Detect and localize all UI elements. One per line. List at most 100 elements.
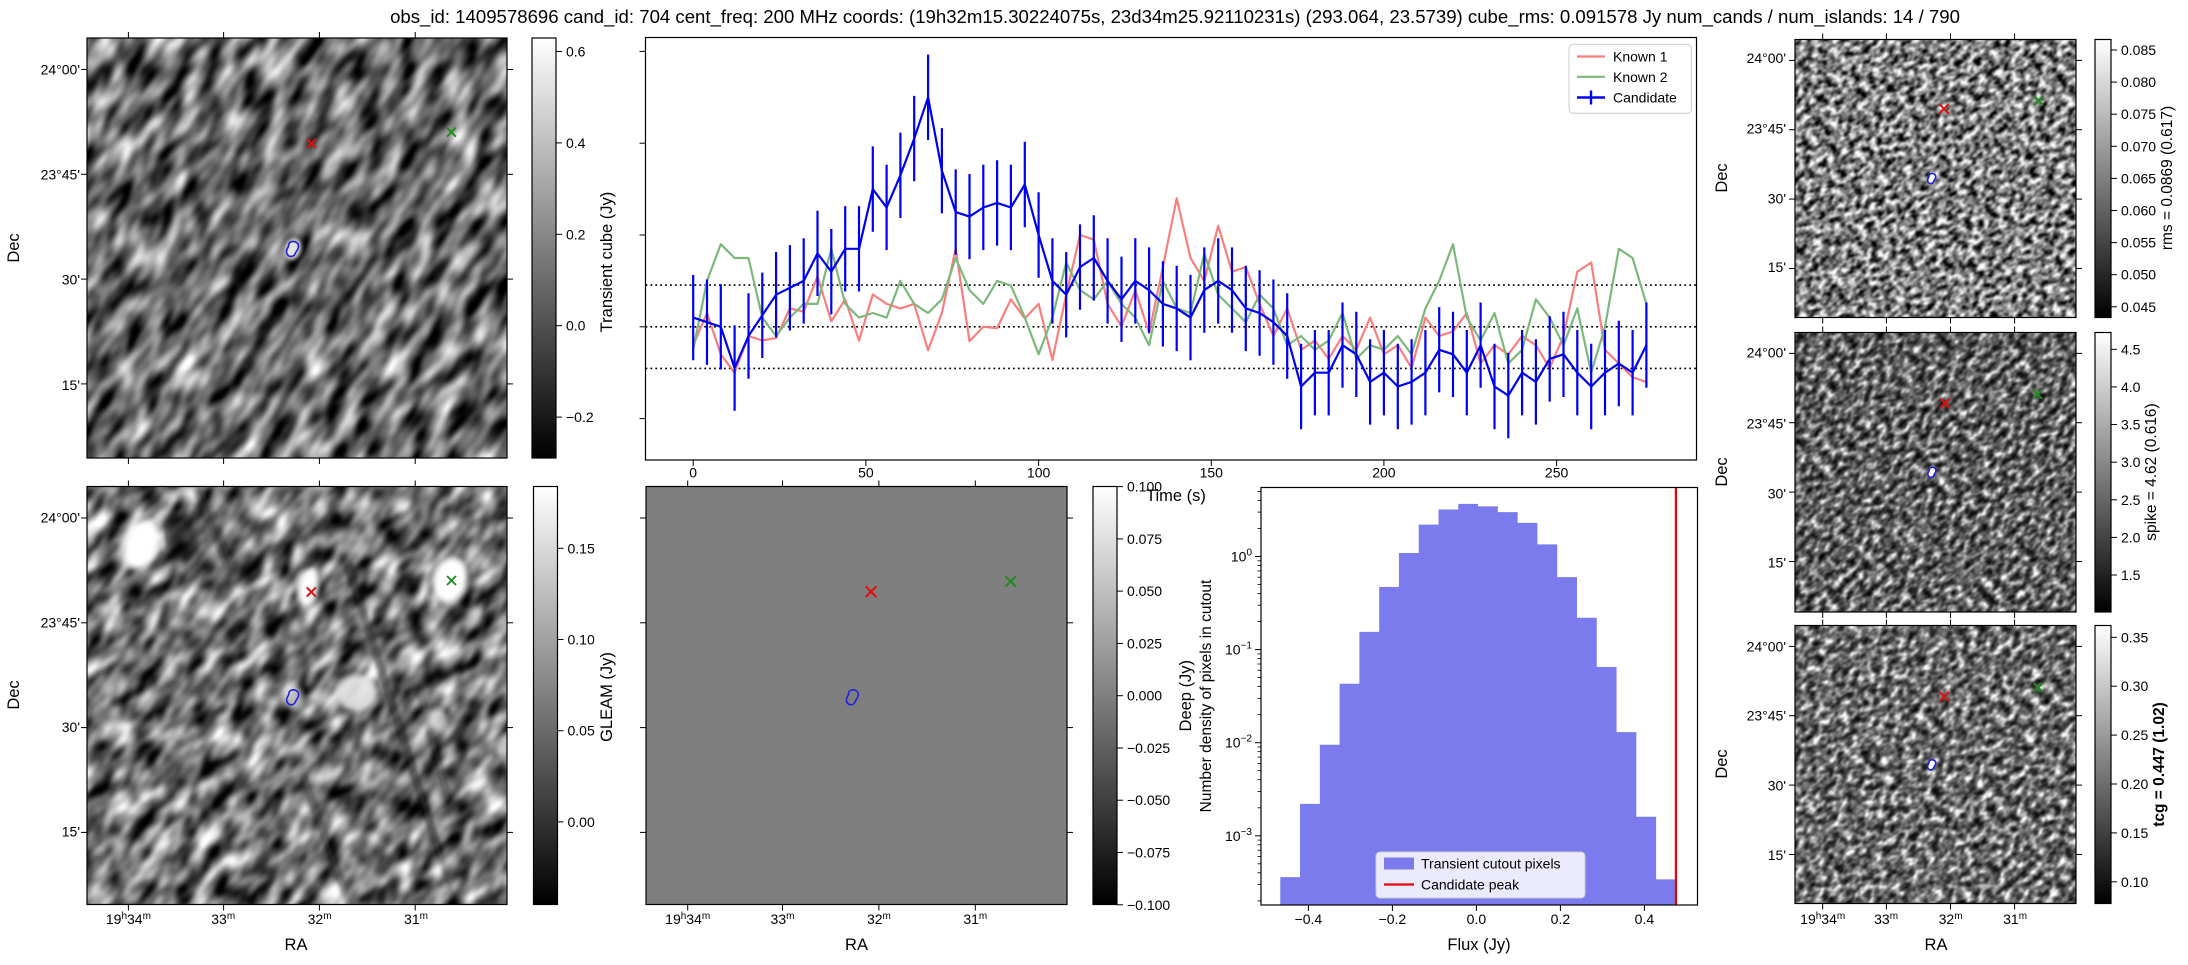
svg-text:23°45': 23°45' bbox=[41, 615, 80, 631]
svg-text:RA: RA bbox=[1925, 936, 1948, 954]
svg-text:0.00: 0.00 bbox=[568, 814, 595, 830]
svg-text:Deep (Jy): Deep (Jy) bbox=[1177, 660, 1195, 732]
svg-text:obs_id: 1409578696 cand_id: 70: obs_id: 1409578696 cand_id: 704 cent_fre… bbox=[390, 6, 1960, 28]
svg-text:10−3: 10−3 bbox=[1225, 827, 1252, 844]
svg-text:4.5: 4.5 bbox=[2121, 341, 2141, 357]
svg-text:0.10: 0.10 bbox=[568, 632, 595, 648]
svg-text:0.30: 0.30 bbox=[2121, 678, 2148, 694]
svg-text:0.25: 0.25 bbox=[2121, 727, 2148, 743]
svg-text:RA: RA bbox=[845, 936, 868, 954]
svg-text:31m: 31m bbox=[963, 911, 987, 927]
svg-text:24°00': 24°00' bbox=[41, 62, 80, 78]
svg-text:31m: 31m bbox=[404, 911, 428, 927]
svg-text:100: 100 bbox=[1231, 548, 1253, 565]
svg-text:Candidate peak: Candidate peak bbox=[1421, 877, 1520, 893]
svg-text:0.045: 0.045 bbox=[2121, 299, 2156, 315]
svg-text:32m: 32m bbox=[867, 911, 891, 927]
svg-text:15': 15' bbox=[1768, 555, 1786, 571]
svg-text:10−2: 10−2 bbox=[1225, 734, 1252, 751]
svg-text:4.0: 4.0 bbox=[2121, 379, 2141, 395]
svg-text:0.050: 0.050 bbox=[2121, 267, 2156, 283]
svg-text:Dec: Dec bbox=[1713, 457, 1731, 486]
svg-text:RA: RA bbox=[285, 936, 308, 954]
svg-text:15': 15' bbox=[62, 824, 80, 840]
svg-text:0.070: 0.070 bbox=[2121, 138, 2156, 154]
svg-text:0.15: 0.15 bbox=[2121, 825, 2148, 841]
svg-text:GLEAM (Jy): GLEAM (Jy) bbox=[598, 652, 616, 742]
svg-text:Known 2: Known 2 bbox=[1613, 69, 1668, 85]
svg-text:31m: 31m bbox=[2003, 911, 2027, 927]
svg-text:0.060: 0.060 bbox=[2121, 203, 2156, 219]
svg-text:15': 15' bbox=[1768, 847, 1786, 863]
svg-text:0.2: 0.2 bbox=[1551, 911, 1571, 927]
svg-text:−0.025: −0.025 bbox=[1127, 740, 1170, 756]
svg-text:−0.2: −0.2 bbox=[1379, 911, 1407, 927]
svg-text:spike = 4.62 (0.616): spike = 4.62 (0.616) bbox=[2143, 403, 2160, 540]
svg-text:0.05: 0.05 bbox=[568, 723, 595, 739]
svg-text:2.0: 2.0 bbox=[2121, 529, 2141, 545]
svg-text:15': 15' bbox=[62, 377, 80, 393]
svg-text:Flux (Jy): Flux (Jy) bbox=[1447, 936, 1510, 954]
svg-text:−0.2: −0.2 bbox=[566, 409, 594, 425]
svg-text:19h34m: 19h34m bbox=[1800, 911, 1845, 927]
svg-text:33m: 33m bbox=[211, 911, 235, 927]
svg-text:30': 30' bbox=[1768, 485, 1786, 501]
svg-text:Number density of pixels in cu: Number density of pixels in cutout bbox=[1198, 579, 1215, 812]
svg-text:0.2: 0.2 bbox=[566, 226, 586, 242]
svg-text:0.0: 0.0 bbox=[566, 318, 586, 334]
svg-text:150: 150 bbox=[1200, 465, 1224, 481]
svg-text:24°00': 24°00' bbox=[1747, 50, 1786, 66]
svg-text:0.075: 0.075 bbox=[2121, 106, 2156, 122]
svg-text:32m: 32m bbox=[308, 911, 332, 927]
svg-text:3.0: 3.0 bbox=[2121, 454, 2141, 470]
svg-text:0.0: 0.0 bbox=[1467, 911, 1487, 927]
svg-text:24°00': 24°00' bbox=[1747, 638, 1786, 654]
svg-text:250: 250 bbox=[1545, 465, 1569, 481]
svg-text:Dec: Dec bbox=[1713, 163, 1731, 192]
svg-text:33m: 33m bbox=[771, 911, 795, 927]
svg-text:Dec: Dec bbox=[5, 680, 23, 709]
svg-text:−0.050: −0.050 bbox=[1127, 792, 1170, 808]
svg-text:Known 1: Known 1 bbox=[1613, 49, 1668, 65]
svg-text:30': 30' bbox=[1768, 191, 1786, 207]
svg-text:0.025: 0.025 bbox=[1127, 635, 1162, 651]
svg-text:23°45': 23°45' bbox=[1747, 415, 1786, 431]
svg-text:32m: 32m bbox=[1939, 911, 1963, 927]
svg-text:Dec: Dec bbox=[5, 233, 23, 262]
svg-text:15': 15' bbox=[1768, 259, 1786, 275]
svg-text:0.6: 0.6 bbox=[566, 44, 586, 60]
svg-text:Time (s): Time (s) bbox=[1146, 487, 1206, 505]
svg-text:0.080: 0.080 bbox=[2121, 74, 2156, 90]
svg-text:10−1: 10−1 bbox=[1225, 641, 1252, 658]
svg-text:24°00': 24°00' bbox=[41, 510, 80, 526]
svg-text:200: 200 bbox=[1372, 465, 1396, 481]
svg-text:0.055: 0.055 bbox=[2121, 235, 2156, 251]
svg-text:19h34m: 19h34m bbox=[665, 911, 710, 927]
svg-text:0.10: 0.10 bbox=[2121, 874, 2148, 890]
svg-text:0.4: 0.4 bbox=[566, 135, 586, 151]
svg-text:24°00': 24°00' bbox=[1747, 345, 1786, 361]
svg-text:Dec: Dec bbox=[1713, 749, 1731, 778]
svg-text:3.5: 3.5 bbox=[2121, 417, 2141, 433]
svg-text:30': 30' bbox=[62, 272, 80, 288]
svg-text:0.15: 0.15 bbox=[568, 540, 595, 556]
svg-text:23°45': 23°45' bbox=[1747, 121, 1786, 137]
svg-text:0.100: 0.100 bbox=[1127, 479, 1162, 495]
svg-text:0.4: 0.4 bbox=[1635, 911, 1655, 927]
svg-text:100: 100 bbox=[1027, 465, 1051, 481]
svg-text:−0.4: −0.4 bbox=[1295, 911, 1323, 927]
svg-text:−0.100: −0.100 bbox=[1127, 897, 1170, 913]
svg-text:Transient cube (Jy): Transient cube (Jy) bbox=[598, 192, 616, 333]
svg-text:0.050: 0.050 bbox=[1127, 583, 1162, 599]
svg-text:23°45': 23°45' bbox=[41, 167, 80, 183]
svg-text:23°45': 23°45' bbox=[1747, 708, 1786, 724]
svg-text:Transient cutout pixels: Transient cutout pixels bbox=[1421, 856, 1561, 872]
svg-text:1.5: 1.5 bbox=[2121, 567, 2141, 583]
svg-text:0.20: 0.20 bbox=[2121, 776, 2148, 792]
svg-text:Candidate: Candidate bbox=[1613, 90, 1677, 106]
svg-text:−0.075: −0.075 bbox=[1127, 845, 1170, 861]
svg-text:33m: 33m bbox=[1874, 911, 1898, 927]
svg-text:0.000: 0.000 bbox=[1127, 688, 1162, 704]
svg-text:30': 30' bbox=[1768, 778, 1786, 794]
svg-text:0.085: 0.085 bbox=[2121, 42, 2156, 58]
